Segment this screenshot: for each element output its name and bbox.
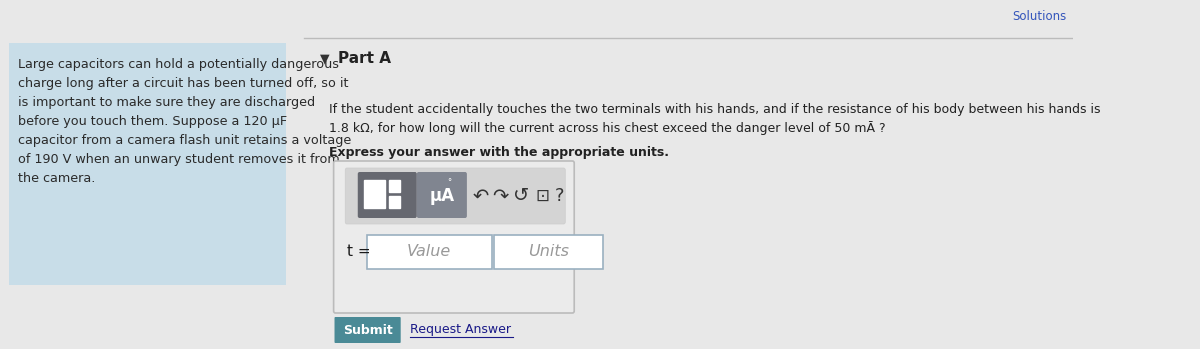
FancyBboxPatch shape [346, 168, 565, 224]
Text: ▼: ▼ [320, 52, 330, 65]
Text: ?: ? [556, 187, 565, 205]
Text: Express your answer with the appropriate units.: Express your answer with the appropriate… [329, 146, 670, 159]
FancyBboxPatch shape [416, 172, 467, 218]
FancyBboxPatch shape [364, 180, 385, 208]
Text: Units: Units [528, 245, 569, 260]
FancyBboxPatch shape [8, 43, 287, 285]
Text: Submit: Submit [343, 324, 392, 336]
Text: Value: Value [407, 245, 451, 260]
Text: °: ° [446, 178, 451, 187]
Text: ↶: ↶ [473, 186, 490, 206]
FancyBboxPatch shape [367, 235, 492, 269]
Text: μA: μA [430, 187, 455, 205]
Text: Large capacitors can hold a potentially dangerous
charge long after a circuit ha: Large capacitors can hold a potentially … [18, 58, 352, 185]
Text: Solutions: Solutions [1012, 10, 1066, 23]
Text: Part A: Part A [338, 51, 391, 66]
FancyBboxPatch shape [389, 180, 400, 192]
Text: ↺: ↺ [514, 186, 529, 206]
Text: 1.8 kΩ, for how long will the current across his chest exceed the danger level o: 1.8 kΩ, for how long will the current ac… [329, 121, 886, 135]
FancyBboxPatch shape [335, 317, 401, 343]
Text: t =: t = [347, 245, 371, 260]
FancyBboxPatch shape [358, 172, 416, 218]
FancyBboxPatch shape [389, 196, 400, 208]
FancyBboxPatch shape [334, 161, 575, 313]
Text: If the student accidentally touches the two terminals with his hands, and if the: If the student accidentally touches the … [329, 103, 1100, 116]
Text: ⊡: ⊡ [535, 187, 548, 205]
FancyBboxPatch shape [493, 235, 602, 269]
Text: ↷: ↷ [493, 186, 509, 206]
Text: Request Answer: Request Answer [409, 324, 511, 336]
